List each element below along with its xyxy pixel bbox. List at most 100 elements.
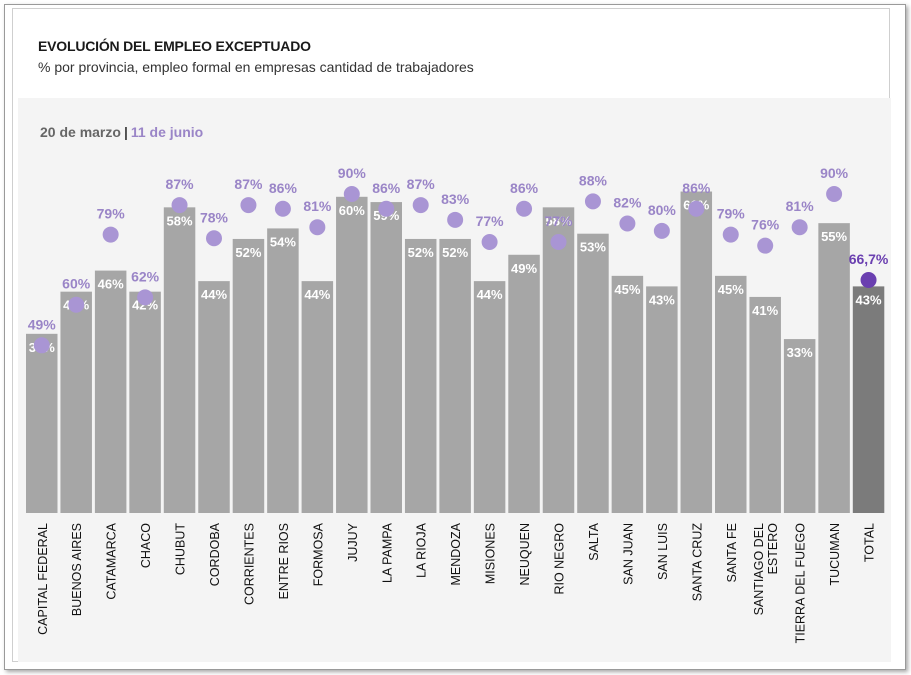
dot-label-2: 79%	[97, 206, 126, 222]
bar-0	[26, 333, 58, 513]
category-label-2: CATAMARCA	[105, 522, 119, 599]
bar-2	[94, 270, 127, 513]
dot-11	[412, 197, 429, 214]
dot-label-3: 62%	[131, 268, 160, 284]
dot-label-22: 81%	[786, 198, 815, 214]
dot-8	[309, 219, 326, 236]
bar-24	[852, 286, 885, 513]
chart-title: EVOLUCIÓN DEL EMPLEO EXCEPTUADO	[38, 38, 311, 54]
bar-1	[60, 291, 92, 513]
bar-label-16: 53%	[580, 240, 606, 255]
category-label-20: SANTA FE	[725, 523, 739, 583]
category-label-8: FORMOSA	[311, 522, 325, 586]
dot-label-17: 82%	[613, 195, 642, 211]
dot-label-6: 87%	[234, 176, 263, 192]
dot-label-20: 79%	[717, 206, 746, 222]
bar-label-14: 49%	[511, 261, 537, 276]
dot-label-10: 86%	[372, 180, 401, 196]
bar-17	[611, 275, 644, 513]
dot-5	[206, 230, 222, 247]
category-label-10: LA PAMPA	[380, 522, 394, 583]
dot-10	[378, 200, 395, 217]
dot-label-7: 86%	[269, 180, 298, 196]
legend-period-1: 20 de marzo	[40, 124, 121, 140]
category-label-21: SANTIAGO DELESTERO	[752, 523, 780, 616]
category-label-22: TIERRA DEL FUEGO	[794, 523, 808, 644]
dot-12	[447, 211, 464, 228]
category-label-23: TUCUMAN	[828, 523, 842, 586]
dot-18	[653, 222, 670, 239]
bar-label-7: 54%	[270, 234, 296, 249]
dot-7	[274, 200, 291, 217]
bar-label-9: 60%	[339, 203, 365, 218]
category-label-11: LA RIOJA	[415, 522, 429, 578]
category-label-16: SALTA	[587, 522, 601, 560]
bar-22	[783, 339, 816, 513]
category-label-14: NEUQUEN	[518, 523, 532, 586]
dot-label-14: 86%	[510, 180, 539, 196]
dot-label-24: 66,7%	[849, 251, 889, 267]
dot-4	[171, 197, 188, 214]
category-label-17: SAN JUAN	[621, 523, 635, 585]
category-label-12: MENDOZA	[449, 522, 463, 585]
bar-label-6: 52%	[235, 245, 261, 260]
dot-label-19: 86%	[682, 180, 711, 196]
bar-23	[818, 223, 850, 513]
dot-2	[102, 226, 119, 243]
bar-16	[577, 233, 609, 513]
dot-label-13: 77%	[476, 213, 505, 229]
bar-label-5: 44%	[201, 287, 227, 302]
category-label-1: BUENOS AIRES	[70, 523, 84, 616]
chart-subtitle: % por provincia, empleo formal en empres…	[38, 59, 474, 75]
period-legend: 20 de marzo | 11 de junio	[40, 124, 203, 140]
category-label-4: CHUBUT	[174, 523, 188, 575]
dot-14	[516, 200, 533, 217]
dot-label-16: 88%	[579, 172, 608, 188]
dot-label-18: 80%	[648, 202, 677, 218]
bar-20	[715, 275, 747, 513]
bar-9	[336, 196, 368, 514]
bar-label-18: 43%	[649, 292, 675, 307]
category-label-9: JUJUY	[346, 522, 360, 562]
dot-13	[481, 233, 498, 250]
category-label-13: MISIONES	[484, 523, 498, 584]
bar-11	[404, 238, 437, 513]
bar-18	[646, 286, 678, 513]
bar-12	[439, 238, 471, 513]
bar-label-17: 45%	[614, 282, 640, 297]
dot-23	[826, 186, 843, 202]
category-label-6: CORRIENTES	[242, 523, 256, 605]
dot-1	[68, 296, 85, 313]
dot-9	[343, 186, 360, 202]
bar-label-2: 46%	[98, 277, 124, 292]
dot-17	[619, 215, 636, 232]
dot-6	[240, 197, 257, 214]
dot-label-21: 76%	[751, 217, 780, 233]
dot-20	[722, 226, 739, 243]
category-label-7: ENTRE RIOS	[277, 523, 291, 599]
bar-3	[129, 291, 161, 513]
bar-14	[508, 254, 540, 513]
bar-19	[680, 191, 713, 513]
bar-label-24: 43%	[856, 292, 882, 307]
bar-label-11: 52%	[408, 245, 434, 260]
bar-13	[473, 281, 506, 513]
category-label-5: CORDOBA	[208, 522, 222, 586]
category-label-19: SANTA CRUZ	[690, 523, 704, 602]
dot-label-4: 87%	[166, 176, 195, 192]
dot-label-5: 78%	[200, 209, 229, 225]
bar-label-22: 33%	[787, 345, 813, 360]
category-label-15: RIO NEGRO	[553, 523, 567, 595]
bar-label-20: 45%	[718, 282, 744, 297]
dot-19	[688, 200, 705, 217]
bar-label-8: 44%	[304, 287, 330, 302]
bar-15	[542, 207, 575, 513]
dot-label-8: 81%	[303, 198, 332, 214]
bar-label-13: 44%	[477, 287, 503, 302]
bar-label-12: 52%	[442, 245, 468, 260]
legend-separator: |	[123, 124, 128, 140]
category-label-18: SAN LUIS	[656, 523, 670, 580]
category-label-24: TOTAL	[863, 523, 877, 562]
dot-21	[757, 237, 774, 254]
